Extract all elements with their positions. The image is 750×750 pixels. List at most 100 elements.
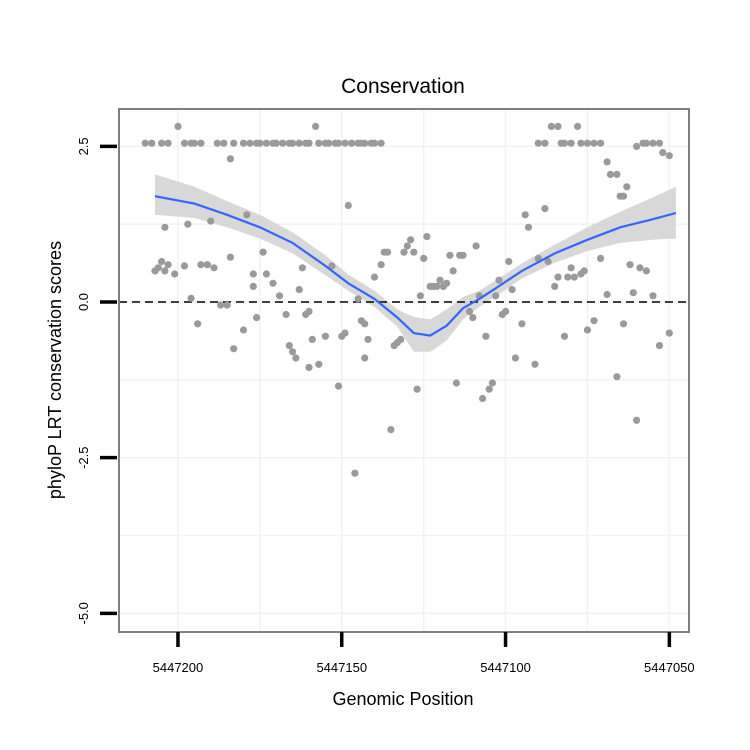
smooth-line (154, 195, 677, 337)
data-point (633, 416, 641, 424)
data-point (443, 279, 451, 287)
plot-panel (118, 108, 690, 633)
data-point (551, 282, 559, 290)
data-point (154, 264, 162, 272)
data-point (148, 139, 156, 147)
data-point (636, 264, 644, 272)
data-point (590, 139, 598, 147)
data-point (502, 307, 510, 315)
data-point (567, 139, 575, 147)
data-point (328, 262, 336, 270)
data-point (275, 292, 284, 300)
y-tick-label: -2.5 (76, 446, 91, 468)
data-point (459, 251, 467, 259)
data-point (217, 301, 225, 309)
data-point (495, 276, 503, 284)
data-point (158, 139, 166, 147)
data-point (197, 261, 205, 269)
data-point (370, 273, 379, 281)
data-point (577, 139, 585, 147)
data-point (400, 248, 408, 256)
data-point (420, 254, 428, 262)
x-tick-label: 5447150 (316, 660, 367, 675)
data-point (619, 320, 628, 328)
y-axis-title: phyloP LRT conservation scores (45, 241, 65, 499)
data-point (361, 139, 369, 147)
data-point (351, 469, 359, 477)
data-point (505, 257, 513, 266)
x-tick-label: 5447100 (480, 660, 531, 675)
data-point (655, 342, 664, 350)
data-point (203, 261, 211, 269)
data-point (626, 261, 634, 269)
data-point (246, 139, 254, 147)
data-point (253, 314, 261, 322)
data-point (407, 236, 415, 244)
data-point (492, 292, 500, 300)
data-point (524, 223, 533, 231)
data-point (259, 248, 267, 256)
data-point (560, 139, 569, 147)
data-point (354, 295, 362, 303)
data-point (305, 363, 313, 371)
data-point (377, 261, 385, 269)
data-point (305, 139, 313, 147)
data-point (619, 192, 628, 200)
data-point (249, 270, 257, 278)
data-point (511, 354, 519, 362)
data-point (574, 122, 582, 130)
chart-title: Conservation (341, 75, 465, 98)
data-point (590, 317, 598, 325)
data-point (256, 139, 264, 147)
data-point (649, 139, 657, 147)
data-point (606, 170, 615, 178)
data-point (384, 248, 392, 256)
data-point (194, 320, 202, 328)
data-point (292, 354, 300, 362)
data-point (164, 139, 172, 147)
data-point (207, 217, 215, 225)
data-point (377, 139, 385, 147)
data-point (262, 139, 270, 147)
data-point (469, 314, 477, 322)
data-point (544, 257, 552, 266)
data-point (623, 183, 631, 191)
data-point (580, 267, 588, 275)
data-point (161, 267, 169, 275)
data-point (308, 335, 316, 343)
x-tick-label: 5447200 (153, 660, 204, 675)
data-point (370, 139, 379, 147)
smooth-line-group (154, 195, 677, 337)
data-point (597, 254, 605, 262)
data-point (220, 139, 228, 147)
data-point (262, 270, 270, 278)
data-point (465, 307, 474, 315)
data-point (210, 264, 218, 272)
data-point (295, 286, 303, 294)
data-point (665, 329, 673, 337)
data-point (213, 139, 221, 147)
data-point (239, 326, 248, 334)
data-point (452, 379, 460, 387)
data-point (334, 139, 343, 147)
data-points (141, 122, 673, 477)
data-point (285, 342, 293, 350)
data-point (174, 122, 182, 130)
data-point (659, 149, 667, 157)
data-point (629, 289, 637, 297)
data-point (171, 270, 179, 278)
data-point (547, 122, 556, 130)
data-point (479, 394, 487, 403)
data-point (361, 354, 369, 362)
data-point (272, 139, 280, 147)
data-point (541, 139, 549, 147)
data-point (436, 276, 444, 284)
data-point (226, 253, 234, 261)
data-point (243, 211, 251, 219)
data-point (642, 267, 651, 275)
data-point (649, 292, 657, 300)
data-point (570, 273, 578, 281)
data-point (289, 348, 297, 356)
data-point (334, 382, 343, 390)
x-axis: 5447200 5447150 5447100 5447050 (153, 632, 695, 675)
